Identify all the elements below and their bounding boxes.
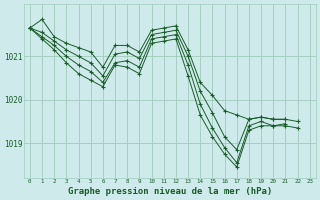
X-axis label: Graphe pression niveau de la mer (hPa): Graphe pression niveau de la mer (hPa)	[68, 187, 272, 196]
